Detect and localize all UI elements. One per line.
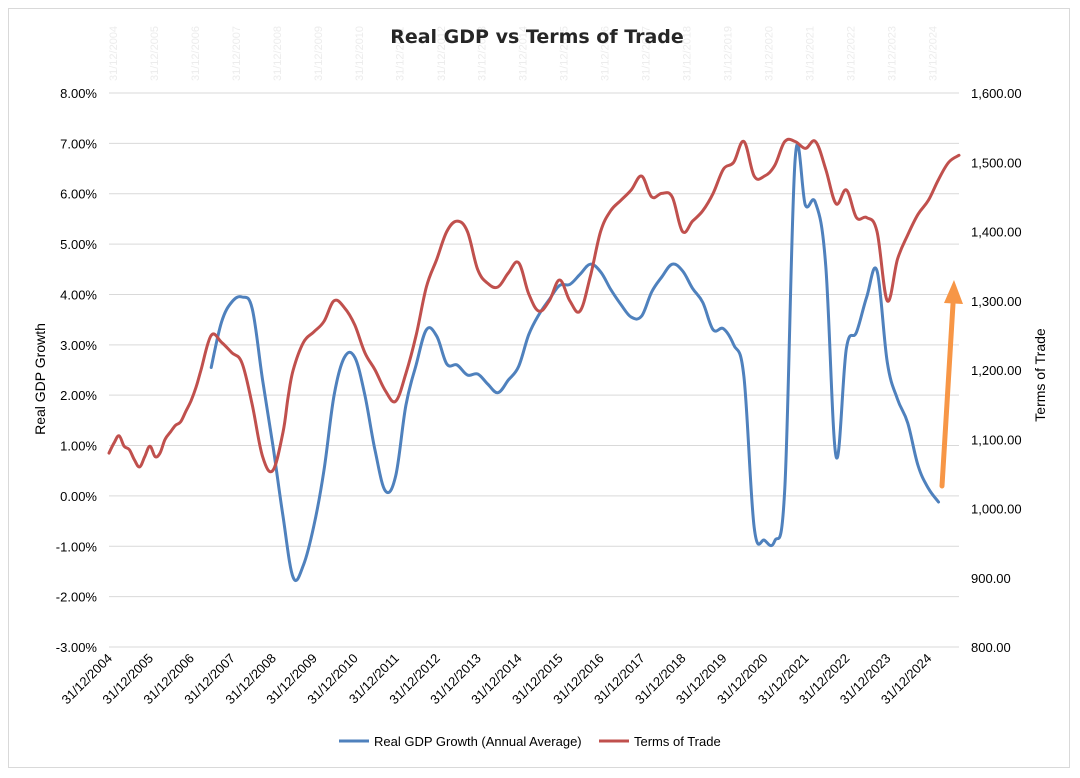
faded-date-label: 31/12/2023 [886, 26, 898, 81]
faded-date-label: 31/12/2015 [559, 26, 571, 81]
arrow-head [944, 280, 963, 304]
faded-date-label: 31/12/2016 [600, 26, 612, 81]
series-line-gdp-growth [209, 142, 940, 583]
left-tick-label: 7.00% [60, 136, 97, 151]
left-tick-label: 0.00% [60, 489, 97, 504]
series-line-terms-of-trade [107, 137, 961, 474]
right-tick-label: 1,600.00 [971, 86, 1022, 101]
legend: Real GDP Growth (Annual Average) Terms o… [339, 734, 721, 749]
right-tick-label: 1,300.00 [971, 294, 1022, 309]
faded-date-label: 31/12/2020 [764, 26, 776, 81]
left-tick-label: -3.00% [56, 640, 98, 655]
left-axis-ticks: 8.00% 7.00% 6.00% 5.00% 4.00% 3.00% 2.00% 1.00%… [56, 86, 98, 655]
right-tick-label: 800.00 [971, 640, 1011, 655]
legend-label-gdp: Real GDP Growth (Annual Average) [374, 734, 582, 749]
faded-date-label: 31/12/2017 [641, 26, 653, 81]
faded-date-label: 31/12/2004 [108, 26, 120, 81]
legend-label-tot: Terms of Trade [634, 734, 721, 749]
faded-date-label: 31/12/2007 [231, 26, 243, 81]
right-tick-label: 1,100.00 [971, 432, 1022, 447]
left-tick-label: 5.00% [60, 237, 97, 252]
right-axis-ticks: 1,600.00 1,500.00 1,400.00 1,300.00 1,200.00… [971, 86, 1022, 655]
faded-date-label: 31/12/2024 [927, 26, 939, 81]
faded-date-label: 31/12/2019 [722, 26, 734, 81]
left-tick-label: 4.00% [60, 287, 97, 302]
arrow-shaft [939, 301, 956, 489]
left-tick-label: 6.00% [60, 187, 97, 202]
left-axis-title: Real GDP Growth [32, 323, 48, 435]
faded-top-date-labels: 31/12/2004 31/12/2005 31/12/2006 31/12/2007… [108, 26, 939, 81]
right-tick-label: 1,400.00 [971, 225, 1022, 240]
orange-up-arrow [939, 280, 963, 489]
left-tick-label: 3.00% [60, 338, 97, 353]
right-tick-label: 1,000.00 [971, 502, 1022, 517]
right-tick-label: 1,500.00 [971, 155, 1022, 170]
faded-date-label: 31/12/2013 [477, 26, 489, 81]
left-tick-label: 1.00% [60, 439, 97, 454]
chart-frame: 31/12/2004 31/12/2005 31/12/2006 31/12/2007… [8, 8, 1070, 768]
faded-date-label: 31/12/2005 [149, 26, 161, 81]
series-lines [107, 137, 961, 583]
faded-date-label: 31/12/2009 [313, 26, 325, 81]
right-axis-title: Terms of Trade [1032, 328, 1048, 422]
chart-title: Real GDP vs Terms of Trade [390, 26, 684, 48]
faded-date-label: 31/12/2021 [804, 26, 816, 81]
left-tick-label: -1.00% [56, 539, 98, 554]
faded-date-label: 31/12/2012 [436, 26, 448, 81]
right-tick-label: 900.00 [971, 571, 1011, 586]
right-tick-label: 1,200.00 [971, 363, 1022, 378]
faded-date-label: 31/12/2010 [354, 26, 366, 81]
left-tick-label: 8.00% [60, 86, 97, 101]
faded-date-label: 31/12/2014 [518, 26, 530, 81]
faded-date-label: 31/12/2008 [272, 26, 284, 81]
chart-canvas: 31/12/2004 31/12/2005 31/12/2006 31/12/2007… [32, 26, 1048, 749]
left-tick-label: 2.00% [60, 388, 97, 403]
faded-date-label: 31/12/2006 [190, 26, 202, 81]
faded-date-label: 31/12/2022 [845, 26, 857, 81]
left-tick-label: -2.00% [56, 590, 98, 605]
faded-date-label: 31/12/2011 [395, 27, 407, 81]
faded-date-label: 31/12/2018 [682, 26, 694, 81]
x-axis-ticks: 31/12/200431/12/200531/12/200631/12/2007… [58, 651, 934, 708]
